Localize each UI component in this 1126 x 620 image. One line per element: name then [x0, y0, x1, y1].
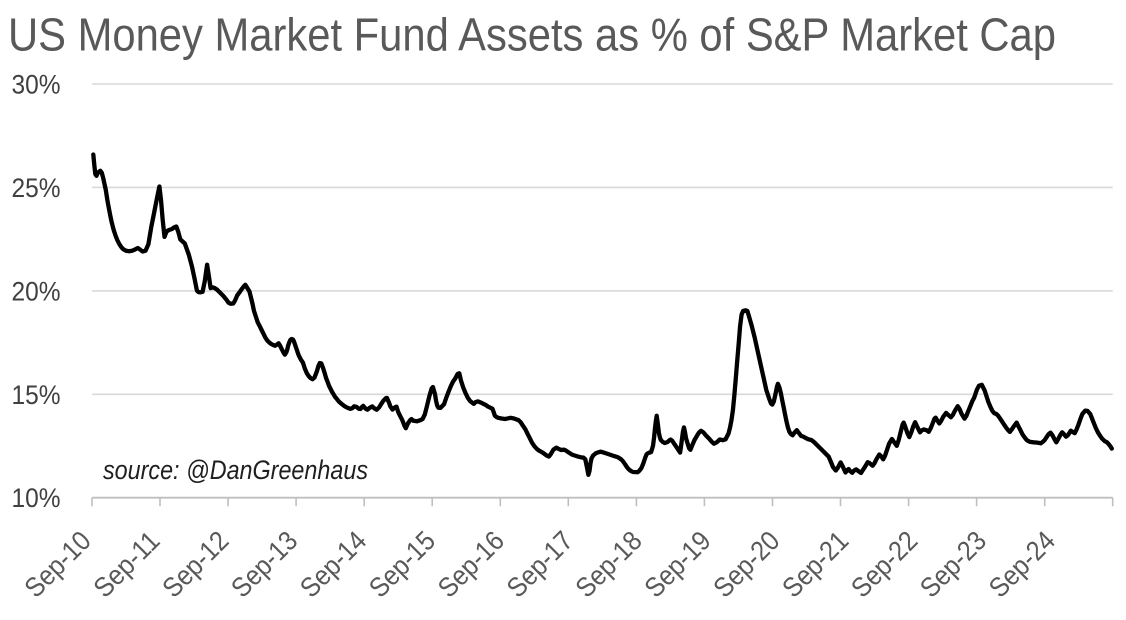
svg-text:30%: 30%	[12, 70, 61, 100]
svg-text:US Money Market Fund Assets as: US Money Market Fund Assets as % of S&P …	[8, 9, 1056, 61]
svg-text:25%: 25%	[12, 173, 61, 203]
svg-text:source: @DanGreenhaus: source: @DanGreenhaus	[103, 455, 368, 485]
svg-text:10%: 10%	[12, 483, 61, 513]
svg-text:20%: 20%	[12, 276, 61, 306]
svg-text:15%: 15%	[12, 380, 61, 410]
